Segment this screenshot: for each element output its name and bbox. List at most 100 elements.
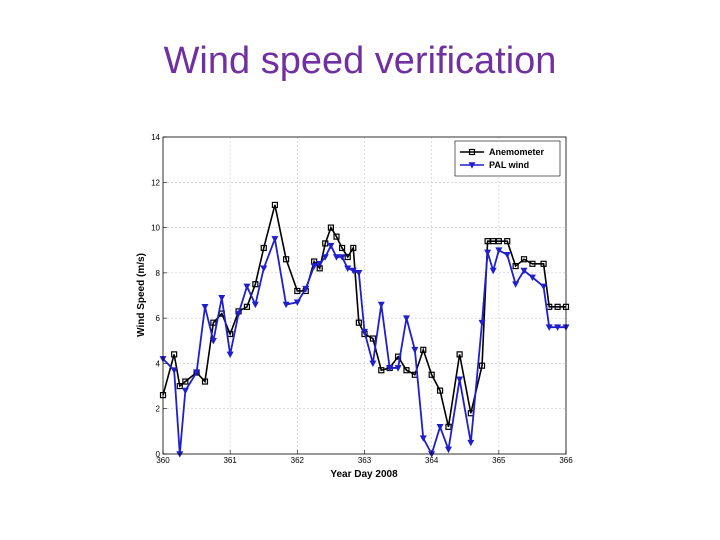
x-tick-label: 363 — [358, 456, 372, 465]
pal-wind-point — [520, 267, 528, 275]
pal-wind-point — [327, 242, 335, 250]
pal-wind-point — [209, 337, 217, 345]
pal-wind-point — [484, 249, 492, 257]
pal-wind-point — [201, 304, 209, 311]
anemometer-point — [294, 287, 301, 295]
y-tick-label: 10 — [151, 224, 160, 233]
x-tick-label: 362 — [291, 456, 305, 465]
legend-pal-wind-label: PAL wind — [489, 160, 529, 170]
tick-labels: 360 361 362 363 364 365 366 0 2 4 6 8 10 12 14 — [151, 133, 573, 465]
y-tick-label: 4 — [156, 359, 161, 368]
grid — [163, 137, 566, 454]
pal-wind-point — [235, 310, 243, 318]
anemometer-point — [512, 262, 519, 270]
pal-wind-point — [402, 315, 410, 322]
pal-wind-point — [218, 294, 226, 302]
anemometer-point — [327, 224, 335, 231]
pal-wind-point — [540, 283, 548, 291]
anemometer-line — [162, 204, 566, 428]
anemometer-point — [369, 335, 376, 342]
y-tick-label: 8 — [156, 269, 161, 278]
anemometer-point — [243, 303, 251, 310]
pal-wind-point — [310, 263, 318, 270]
slide-title: Wind speed verification — [163, 40, 557, 82]
pal-wind-point — [282, 301, 290, 309]
anemometer-point — [495, 238, 502, 245]
x-tick-label: 365 — [492, 456, 506, 465]
series-layer — [159, 201, 570, 458]
y-axis-label: Wind Speed (m/s) — [136, 253, 147, 337]
legend-box — [454, 140, 561, 177]
anemometer-point — [260, 244, 267, 252]
anemometer-point — [420, 346, 427, 353]
anemometer-point — [182, 378, 189, 385]
x-tick-label: 360 — [156, 456, 170, 465]
pal-wind-point — [495, 247, 503, 254]
anemometer-point — [176, 382, 183, 390]
pal-wind-point — [226, 351, 234, 358]
x-axis-label: Year Day 2008 — [330, 469, 398, 480]
pal-wind-point — [332, 254, 340, 261]
pal-wind-point — [321, 254, 329, 261]
pal-wind-point — [260, 265, 268, 272]
pal-wind-point — [193, 369, 201, 377]
anemometer-point — [252, 281, 259, 288]
pal-wind-point — [489, 267, 497, 275]
x-tick-label: 366 — [559, 456, 573, 465]
pal-wind-point — [456, 376, 464, 383]
anemometer-point — [520, 256, 528, 263]
y-tick-label: 0 — [156, 450, 161, 459]
pal-wind-point — [355, 270, 363, 277]
legend: Anemometer PAL wind — [454, 140, 561, 177]
x-tick-label: 361 — [223, 456, 237, 465]
pal-wind-point — [436, 424, 444, 431]
y-tick-label: 6 — [156, 314, 161, 323]
pal-wind-point — [349, 267, 357, 275]
pal-wind-point — [478, 319, 486, 327]
anemometer-point — [490, 238, 497, 245]
anemometer-point — [445, 423, 452, 430]
anemometer-point — [271, 201, 278, 209]
anemometer-series — [159, 201, 570, 430]
legend-pal-wind-point — [468, 162, 476, 169]
pal-wind-point — [360, 328, 369, 336]
pal-wind-point — [293, 299, 301, 306]
pal-wind-point — [467, 439, 475, 447]
pal-wind-point — [394, 365, 402, 372]
pal-wind-point — [344, 265, 352, 272]
pal-wind-point — [243, 283, 251, 291]
pal-wind-point — [503, 251, 511, 259]
anemometer-point — [504, 238, 511, 245]
anemometer-point — [171, 351, 178, 358]
anemometer-point — [436, 387, 444, 394]
pal-wind-point — [554, 324, 562, 331]
pal-wind-point — [181, 387, 189, 395]
anemometer-point — [403, 367, 410, 374]
y-tick-label: 2 — [156, 405, 161, 414]
anemometer-point — [201, 378, 209, 385]
x-tick-label: 364 — [425, 456, 439, 465]
pal-wind-point — [170, 367, 178, 374]
pal-wind-point — [302, 285, 310, 293]
legend-anemometer-point — [468, 148, 476, 156]
anemometer-point — [554, 303, 561, 310]
anemometer-point — [333, 233, 340, 240]
pal-wind-point — [528, 274, 536, 282]
anemometer-point — [350, 244, 357, 252]
anemometer-point — [540, 260, 547, 267]
pal-wind-point — [377, 301, 385, 309]
anemometer-point — [456, 351, 463, 358]
anemometer-point — [355, 319, 362, 326]
anemometer-point — [428, 371, 435, 378]
pal-wind-point — [369, 360, 377, 368]
anemometer-point — [529, 260, 536, 267]
anemometer-point — [283, 256, 290, 263]
anemometer-point — [338, 244, 346, 252]
pal-wind-point — [316, 260, 324, 268]
anemometer-point — [210, 319, 217, 326]
pal-wind-series — [159, 235, 570, 458]
anemometer-point — [478, 362, 486, 369]
y-tick-label: 14 — [151, 133, 160, 142]
pal-wind-point — [271, 236, 279, 243]
